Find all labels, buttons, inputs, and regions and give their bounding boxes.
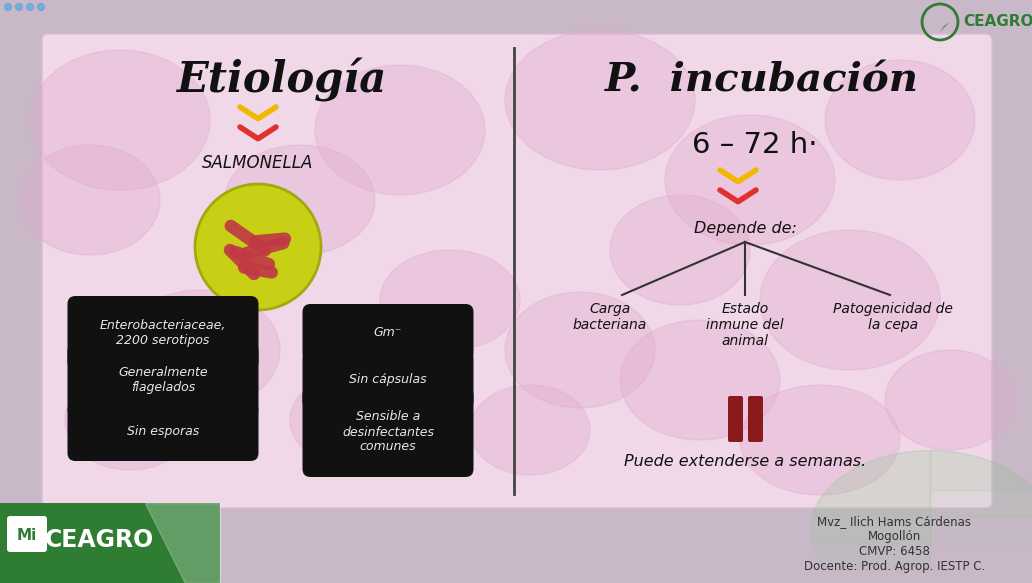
FancyBboxPatch shape — [302, 304, 474, 362]
Ellipse shape — [620, 320, 780, 440]
Ellipse shape — [65, 370, 195, 470]
Circle shape — [15, 3, 23, 10]
Text: SALMONELLA: SALMONELLA — [202, 154, 314, 172]
Ellipse shape — [760, 230, 940, 370]
Polygon shape — [940, 22, 950, 32]
Ellipse shape — [290, 375, 410, 465]
Polygon shape — [932, 14, 948, 30]
FancyBboxPatch shape — [67, 296, 258, 370]
Text: Mi: Mi — [17, 528, 37, 543]
Circle shape — [4, 3, 11, 10]
Text: Mvz_ Ilich Hams Cárdenas
Mogollón
CMVP: 6458
Docente: Prod. Agrop. IESTP C.: Mvz_ Ilich Hams Cárdenas Mogollón CMVP: … — [804, 515, 985, 573]
Ellipse shape — [380, 250, 520, 350]
Text: CEAGRO: CEAGRO — [963, 15, 1032, 30]
Ellipse shape — [825, 60, 975, 180]
Circle shape — [27, 3, 33, 10]
Ellipse shape — [740, 385, 900, 495]
FancyBboxPatch shape — [302, 351, 474, 409]
FancyBboxPatch shape — [728, 396, 743, 442]
Ellipse shape — [610, 195, 750, 305]
Ellipse shape — [30, 50, 209, 190]
Text: Sensible a
desinfectantes
comunes: Sensible a desinfectantes comunes — [342, 410, 434, 454]
Circle shape — [37, 3, 44, 10]
FancyBboxPatch shape — [42, 34, 992, 508]
Text: 6 – 72 h·: 6 – 72 h· — [692, 131, 817, 159]
Ellipse shape — [120, 290, 280, 410]
Circle shape — [195, 184, 321, 310]
Text: Sin cápsulas: Sin cápsulas — [349, 374, 427, 387]
FancyBboxPatch shape — [302, 387, 474, 477]
Text: Generalmente
flagelados: Generalmente flagelados — [119, 366, 207, 394]
Ellipse shape — [505, 30, 695, 170]
Text: Patogenicidad de
la cepa: Patogenicidad de la cepa — [833, 302, 953, 332]
Ellipse shape — [885, 350, 1015, 450]
FancyBboxPatch shape — [7, 516, 47, 552]
Ellipse shape — [315, 65, 485, 195]
Ellipse shape — [470, 385, 590, 475]
Ellipse shape — [665, 115, 835, 245]
Text: P.  incubación: P. incubación — [605, 61, 920, 99]
Text: Etiología: Etiología — [176, 58, 387, 102]
Ellipse shape — [225, 145, 375, 255]
FancyBboxPatch shape — [748, 396, 763, 442]
Text: Carga
bacteriana: Carga bacteriana — [573, 302, 647, 332]
Polygon shape — [0, 503, 220, 583]
Text: Gm⁻: Gm⁻ — [374, 326, 402, 339]
Polygon shape — [146, 503, 220, 583]
Ellipse shape — [20, 145, 160, 255]
Text: Enterobacteriaceae,
2200 serotipos: Enterobacteriaceae, 2200 serotipos — [100, 319, 226, 347]
FancyBboxPatch shape — [67, 343, 258, 417]
Text: Depende de:: Depende de: — [694, 220, 797, 236]
Text: Puede extenderse a semanas.: Puede extenderse a semanas. — [624, 455, 866, 469]
Text: Estado
inmune del
animal: Estado inmune del animal — [706, 302, 784, 349]
Text: CEAGRO: CEAGRO — [45, 528, 155, 552]
Text: Sin esporas: Sin esporas — [127, 426, 199, 438]
Ellipse shape — [505, 292, 655, 408]
FancyBboxPatch shape — [67, 403, 258, 461]
